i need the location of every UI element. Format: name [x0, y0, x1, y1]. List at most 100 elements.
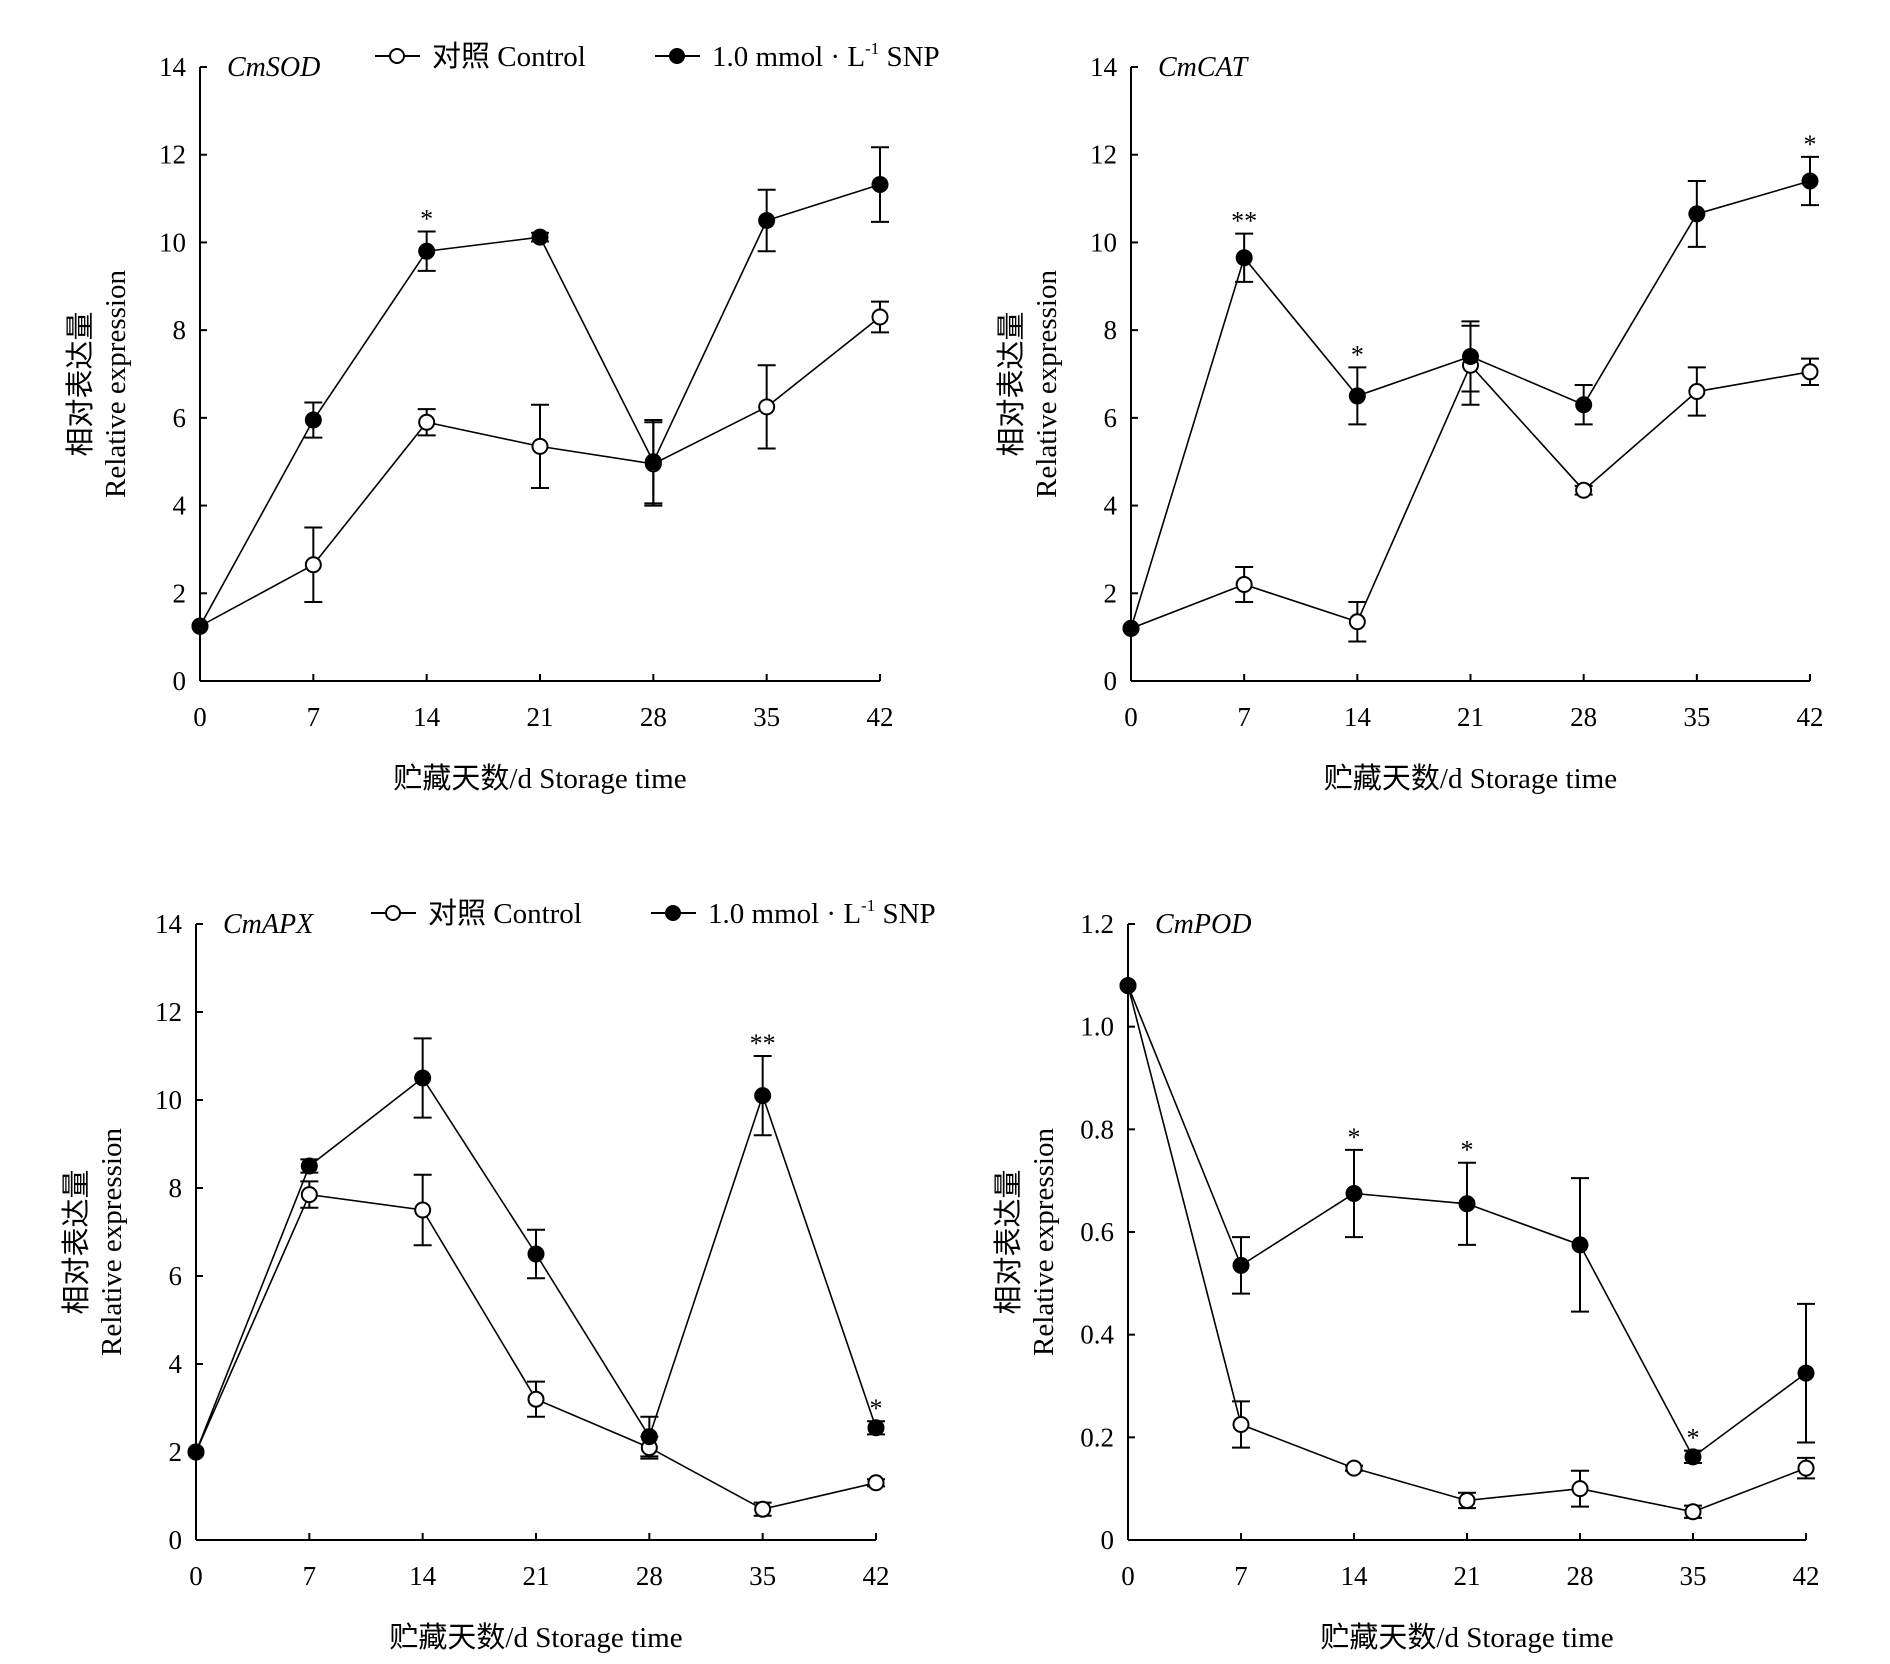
data-point-snp: [867, 1419, 885, 1437]
x-tick-label: 0: [193, 702, 207, 732]
data-point-snp: [1119, 977, 1137, 995]
y-tick-label: 2: [1104, 578, 1118, 608]
y-tick-label: 0: [173, 666, 187, 696]
legend-label-control: 对照 Control: [428, 897, 582, 930]
y-axis-label-cn: 相对表达量: [995, 311, 1028, 456]
data-point-control: [1688, 383, 1706, 401]
y-tick-label: 12: [159, 140, 186, 170]
data-point-snp: [418, 242, 436, 260]
panel-title: CmSOD: [227, 52, 320, 83]
x-tick-label: 28: [640, 702, 667, 732]
y-tick-label: 0: [1104, 666, 1118, 696]
y-tick-label: 10: [159, 227, 186, 257]
y-tick-label: 0.8: [1080, 1114, 1114, 1144]
y-tick-label: 6: [173, 403, 187, 433]
x-tick-label: 14: [409, 1561, 437, 1591]
y-tick-label: 4: [169, 1349, 183, 1379]
y-tick-label: 1.0: [1080, 1012, 1114, 1042]
y-tick-label: 0.2: [1080, 1422, 1114, 1452]
significance-marker: *: [1461, 1136, 1474, 1165]
data-point-snp: [1122, 619, 1140, 637]
y-tick-label: 14: [155, 909, 183, 939]
significance-marker: *: [1804, 130, 1817, 159]
data-point-control: [414, 1201, 432, 1219]
x-tick-label: 28: [1567, 1561, 1594, 1591]
legend-marker-snp: [665, 905, 681, 921]
data-point-control: [1684, 1503, 1702, 1521]
y-tick-label: 8: [1104, 315, 1118, 345]
data-point-control: [304, 556, 322, 574]
x-tick-label: 7: [303, 1561, 317, 1591]
data-point-snp: [1232, 1256, 1250, 1274]
x-tick-label: 35: [749, 1561, 776, 1591]
y-tick-label: 4: [1104, 491, 1118, 521]
data-point-control: [1801, 363, 1819, 381]
data-point-control: [1797, 1459, 1815, 1477]
legend-marker-snp: [669, 48, 685, 64]
data-point-snp: [1688, 205, 1706, 223]
y-tick-label: 14: [1090, 52, 1118, 82]
x-tick-label: 42: [1797, 702, 1824, 732]
data-point-snp: [754, 1087, 772, 1105]
data-point-control: [1232, 1416, 1250, 1433]
legend-snp-suffix: SNP: [879, 41, 939, 73]
data-point-snp: [1571, 1236, 1589, 1254]
data-point-control: [1575, 481, 1593, 499]
legend-label-control: 对照 Control: [432, 40, 586, 73]
data-point-control: [754, 1500, 772, 1518]
legend: 对照 Control 1.0 mmol · L-1 SNP: [375, 39, 940, 73]
x-tick-label: 28: [1570, 702, 1597, 732]
y-tick-label: 10: [1090, 227, 1117, 257]
x-tick-label: 14: [1344, 702, 1372, 732]
data-point-snp: [1235, 249, 1253, 267]
legend: 对照 Control 1.0 mmol · L-1 SNP: [371, 896, 936, 930]
data-point-snp: [191, 617, 209, 635]
x-tick-label: 0: [1121, 1561, 1135, 1591]
data-point-snp: [1801, 172, 1819, 190]
x-tick-label: 21: [527, 702, 554, 732]
legend-snp-prefix: 1.0 mmol · L: [708, 898, 861, 930]
x-tick-label: 35: [1680, 1561, 1707, 1591]
data-point-snp: [758, 212, 776, 229]
data-point-control: [1345, 1459, 1363, 1477]
data-point-control: [1235, 576, 1253, 594]
data-point-snp: [640, 1428, 658, 1446]
data-point-control: [1458, 1491, 1476, 1509]
legend-label-snp: 1.0 mmol · L-1 SNP: [708, 896, 936, 930]
y-axis-label-cn: 相对表达量: [992, 1169, 1025, 1314]
significance-marker: *: [1351, 340, 1364, 369]
y-tick-label: 6: [1104, 403, 1118, 433]
legend-marker-control: [385, 905, 401, 921]
y-tick-label: 14: [159, 52, 187, 82]
x-axis-label: 贮藏天数/d Storage time: [1324, 762, 1617, 795]
y-axis-label-cn: 相对表达量: [64, 311, 97, 456]
data-point-snp: [527, 1245, 545, 1263]
x-tick-label: 7: [1234, 1561, 1248, 1591]
data-point-snp: [414, 1069, 432, 1087]
y-tick-label: 12: [1090, 140, 1117, 170]
x-tick-label: 35: [1683, 702, 1710, 732]
y-tick-label: 2: [169, 1437, 183, 1467]
data-point-snp: [1348, 387, 1366, 405]
x-tick-label: 14: [413, 702, 441, 732]
x-tick-label: 21: [1457, 702, 1484, 732]
data-point-control: [531, 437, 549, 455]
data-point-snp: [187, 1443, 205, 1461]
panel-title: CmCAT: [1158, 52, 1250, 83]
y-axis-label-cn: 相对表达量: [60, 1169, 93, 1314]
x-tick-label: 21: [523, 1561, 550, 1591]
data-point-snp: [1575, 396, 1593, 414]
series-line-control: [1127, 985, 1807, 1513]
significance-marker: **: [750, 1029, 776, 1058]
y-tick-label: 0.4: [1080, 1320, 1114, 1350]
y-tick-label: 0.6: [1080, 1217, 1114, 1247]
y-axis-label-en: Relative expression: [96, 1128, 128, 1356]
data-point-control: [871, 308, 889, 326]
data-point-control: [527, 1390, 545, 1408]
x-tick-label: 7: [307, 702, 321, 732]
y-axis-label-en: Relative expression: [1031, 270, 1063, 498]
y-tick-label: 8: [169, 1173, 183, 1203]
x-tick-label: 0: [1124, 702, 1138, 732]
